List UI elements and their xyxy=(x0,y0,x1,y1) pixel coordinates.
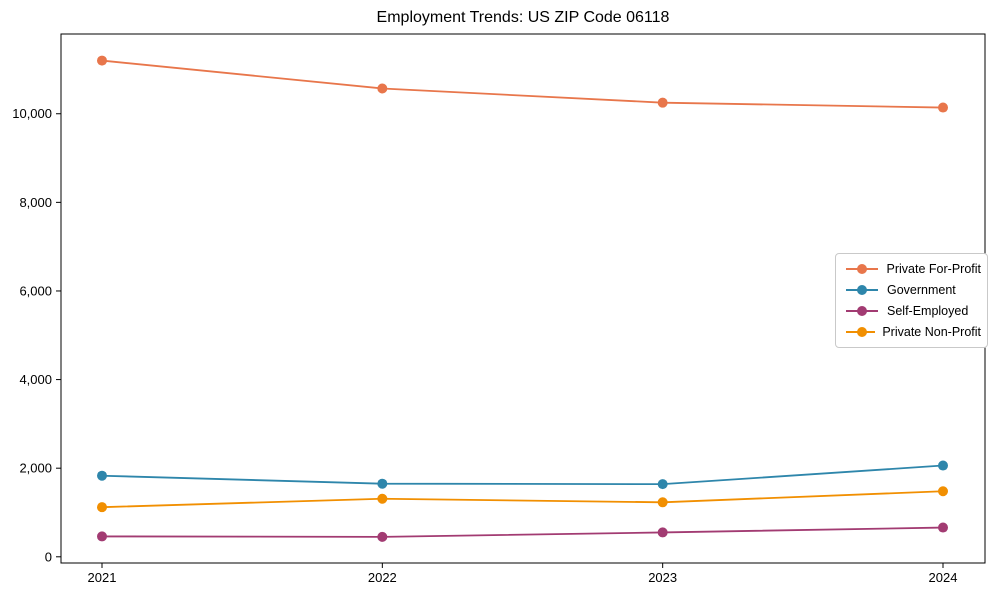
legend-marker-icon xyxy=(846,327,876,337)
y-axis-tick-label: 2,000 xyxy=(19,461,52,476)
series-marker-self-employed xyxy=(97,531,107,542)
series-marker-private-for-profit xyxy=(377,83,388,94)
series-marker-private-for-profit xyxy=(97,55,107,66)
legend-label: Private Non-Profit xyxy=(882,325,981,339)
series-marker-private-non-profit xyxy=(657,497,668,508)
legend-entry-private-for-profit: Private For-Profit xyxy=(844,262,981,276)
series-line-private-non-profit xyxy=(101,490,944,509)
y-axis-tick-label: 10,000 xyxy=(12,106,52,121)
x-axis-tick-label: 2023 xyxy=(648,570,677,585)
series-marker-self-employed xyxy=(938,522,948,533)
series-marker-private-for-profit xyxy=(657,97,668,108)
series-marker-government xyxy=(938,460,948,471)
series-line-private-for-profit xyxy=(101,59,944,109)
y-axis-tick-label: 4,000 xyxy=(19,372,52,387)
series-marker-government xyxy=(97,470,107,481)
series-line-self-employed xyxy=(101,526,944,538)
legend-entry-self-employed: Self-Employed xyxy=(844,304,981,318)
legend-marker-icon xyxy=(846,285,878,295)
series-marker-private-non-profit xyxy=(97,502,107,513)
y-axis-tick-label: 0 xyxy=(45,549,52,564)
chart-legend: Private For-Profit Government Self-Employe… xyxy=(835,253,988,348)
series-marker-private-for-profit xyxy=(938,102,948,113)
series-marker-private-non-profit xyxy=(377,493,388,504)
legend-entry-government: Government xyxy=(844,283,981,297)
chart-title: Employment Trends: US ZIP Code 06118 xyxy=(376,9,670,26)
y-axis-tick-label: 8,000 xyxy=(19,195,52,210)
legend-label: Government xyxy=(887,283,956,297)
legend-label: Private For-Profit xyxy=(886,262,981,276)
series-marker-private-non-profit xyxy=(938,486,948,497)
x-axis-tick-label: 2021 xyxy=(88,570,117,585)
y-axis-tick-label: 6,000 xyxy=(19,283,52,298)
series-line-government xyxy=(101,464,944,486)
legend-entry-private-non-profit: Private Non-Profit xyxy=(844,325,981,339)
series-marker-self-employed xyxy=(377,531,388,542)
series-marker-government xyxy=(657,479,668,490)
x-axis-tick-label: 2022 xyxy=(368,570,397,585)
legend-label: Self-Employed xyxy=(887,304,969,318)
series-marker-government xyxy=(377,478,388,489)
legend-marker-icon xyxy=(846,306,878,316)
x-axis-tick-label: 2024 xyxy=(929,570,958,585)
legend-marker-icon xyxy=(846,264,878,274)
series-marker-self-employed xyxy=(657,527,668,538)
